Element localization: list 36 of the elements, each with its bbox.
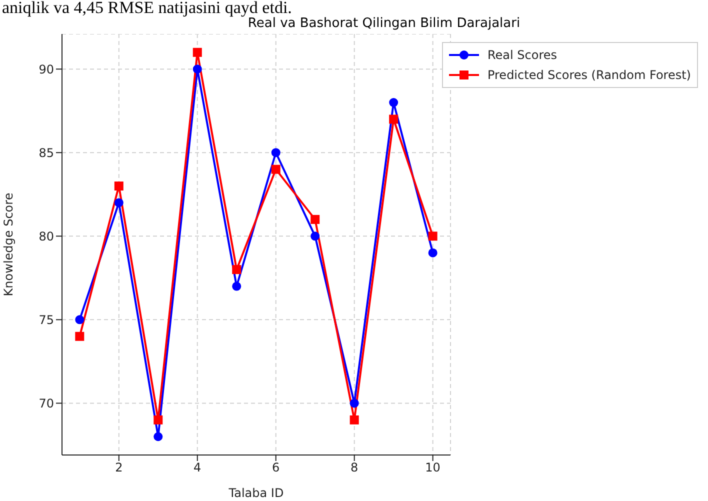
point: [271, 164, 280, 174]
point: [114, 182, 124, 191]
point: [154, 432, 163, 442]
point: [114, 198, 124, 208]
text: aniqlik va 4,45 RMSE natijasini qayd etdi.: [2, 0, 292, 17]
point: [232, 265, 242, 274]
point: [75, 332, 84, 341]
y-tick-label: 75: [38, 312, 54, 327]
point: [389, 98, 398, 107]
y-tick-label: 90: [38, 62, 54, 76]
point: [389, 114, 398, 124]
point: [192, 48, 202, 57]
legend-label: Predicted Scores (Random Forest): [487, 68, 691, 82]
x-tick-label: 2: [115, 460, 123, 475]
point: [75, 315, 84, 324]
point: [428, 248, 438, 258]
point: [428, 232, 438, 241]
y-tick-label: 80: [38, 229, 54, 244]
point: [192, 64, 202, 74]
x-tick-label: 6: [272, 460, 280, 475]
y-axis-title: Knowledge Score: [1, 192, 16, 296]
x-tick-label: 10: [425, 460, 440, 475]
x-tick-label: 8: [350, 460, 358, 475]
legend-label: Real Scores: [487, 48, 558, 62]
y-tick-label: 70: [38, 396, 54, 410]
point: [310, 232, 320, 241]
x-axis-title: Talaba ID: [228, 486, 284, 500]
point: [350, 415, 359, 424]
x-tick-label: 4: [194, 460, 202, 475]
point: [310, 214, 320, 224]
point: [232, 282, 242, 291]
y-tick-label: 85: [38, 146, 54, 160]
point: [154, 415, 163, 424]
point: [271, 148, 280, 158]
point: [350, 398, 359, 408]
chart-title: Real va Bashorat Qilingan Bilim Darajalari: [248, 16, 522, 31]
